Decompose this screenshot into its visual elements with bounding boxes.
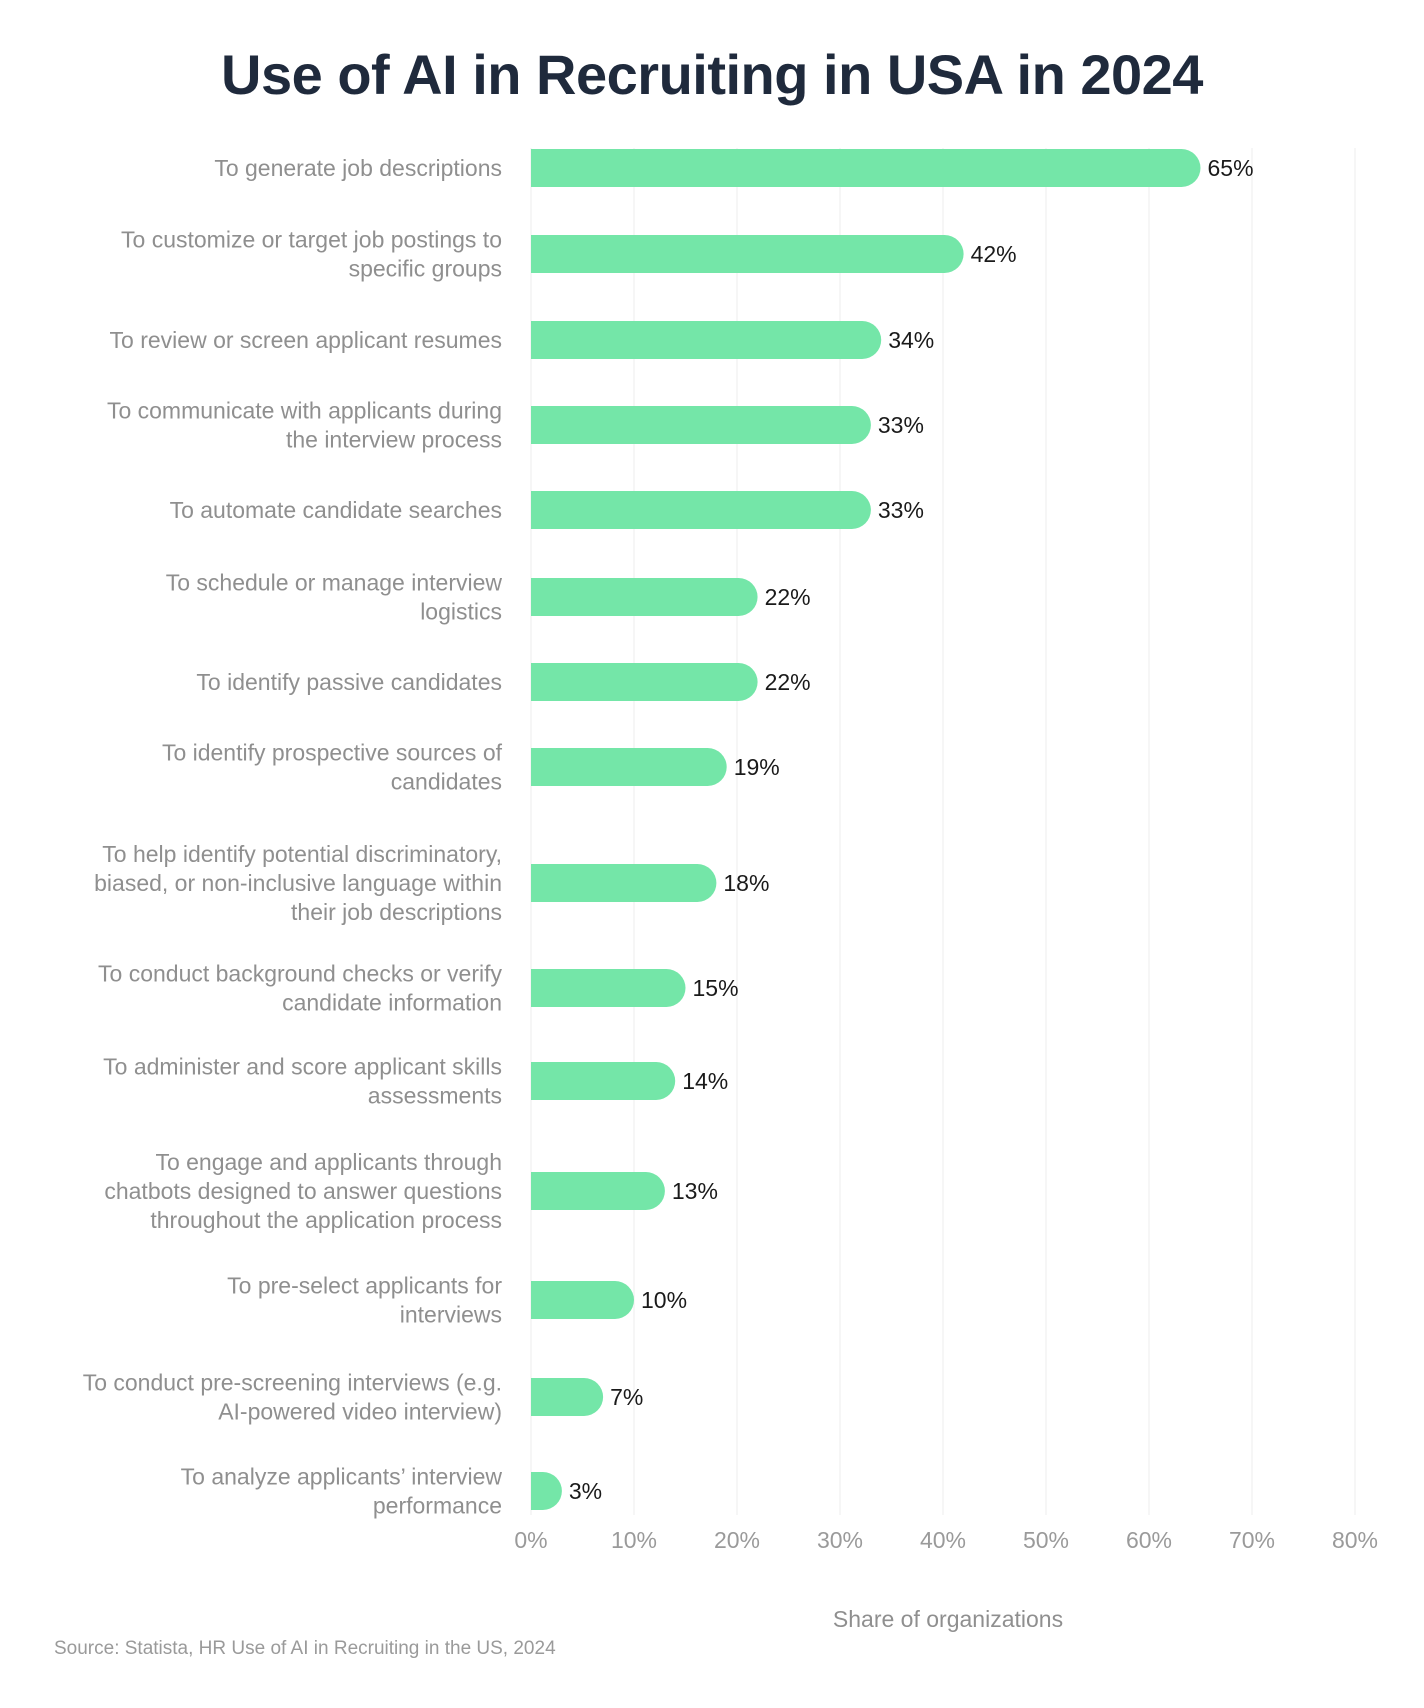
category-label-line: biased, or non-inclusive language within — [94, 870, 502, 896]
x-tick-label: 20% — [714, 1527, 760, 1553]
bar-value-label: 22% — [765, 669, 811, 695]
bar — [531, 1062, 676, 1100]
category-label-line: To customize or target job postings to — [121, 227, 502, 253]
x-tick-label: 10% — [611, 1527, 657, 1553]
bar-value-label: 42% — [971, 241, 1017, 267]
category-label-line: To engage and applicants through — [155, 1149, 502, 1175]
category-label-line: To schedule or manage interview — [166, 570, 503, 596]
bar — [531, 235, 964, 273]
bars — [531, 149, 1201, 1510]
category-label-line: their job descriptions — [291, 899, 502, 925]
bar-value-label: 3% — [569, 1478, 602, 1504]
category-label: To conduct pre-screening interviews (e.g… — [83, 1370, 502, 1425]
category-label-line: AI-powered video interview) — [218, 1399, 502, 1425]
bar — [531, 969, 686, 1007]
category-label-line: To help identify potential discriminator… — [102, 841, 502, 867]
x-tick-label: 80% — [1332, 1527, 1378, 1553]
chart-title: Use of AI in Recruiting in USA in 2024 — [221, 43, 1203, 106]
category-label-line: throughout the application process — [150, 1207, 502, 1233]
category-label: To review or screen applicant resumes — [110, 327, 502, 353]
category-label-line: To communicate with applicants during — [107, 398, 502, 424]
category-label-line: To automate candidate searches — [170, 497, 502, 523]
category-label-line: To generate job descriptions — [214, 155, 502, 181]
bar-value-label: 33% — [878, 497, 924, 523]
category-label: To identify passive candidates — [196, 669, 502, 695]
category-label-line: the interview process — [286, 427, 502, 453]
bar — [531, 864, 717, 902]
x-axis-title: Share of organizations — [833, 1606, 1063, 1632]
category-label: To automate candidate searches — [170, 497, 502, 523]
category-label-line: To administer and score applicant skills — [103, 1054, 502, 1080]
bar — [531, 748, 727, 786]
category-label-line: To review or screen applicant resumes — [110, 327, 502, 353]
category-label-line: chatbots designed to answer questions — [104, 1178, 502, 1204]
category-label: To customize or target job postings to sp… — [121, 227, 502, 282]
bar-value-label: 10% — [641, 1287, 687, 1313]
bar — [531, 321, 882, 359]
category-label: To identify prospective sources of candid… — [162, 740, 503, 795]
x-tick-label: 50% — [1023, 1527, 1069, 1553]
category-label: To engage and applicants through chatbots… — [104, 1149, 502, 1233]
value-labels: 65% 42% 34% 33% 33% 22% 22% 19% 18% 15% 14% 13% 10% 7… — [569, 155, 1254, 1504]
bar — [531, 1472, 562, 1510]
grid-lines — [530, 148, 1356, 1515]
category-label-line: To analyze applicants’ interview — [181, 1464, 503, 1490]
category-label-line: specific groups — [349, 256, 502, 282]
bar-value-label: 22% — [765, 584, 811, 610]
x-axis-ticks: 0% 10% 20% 30% 40% 50% 60% 70% 80% — [514, 1527, 1378, 1553]
bar-value-label: 34% — [888, 327, 934, 353]
category-label-line: interviews — [400, 1302, 502, 1328]
category-label-line: candidate information — [282, 990, 502, 1016]
category-label: To communicate with applicants during the… — [107, 398, 502, 453]
category-label: To administer and score applicant skills… — [103, 1054, 502, 1109]
x-tick-label: 40% — [920, 1527, 966, 1553]
bar-value-label: 33% — [878, 412, 924, 438]
category-label: To generate job descriptions — [214, 155, 502, 181]
bar-value-label: 14% — [682, 1068, 728, 1094]
category-label-line: assessments — [368, 1083, 502, 1109]
bar — [531, 663, 758, 701]
bar-value-label: 7% — [610, 1384, 643, 1410]
category-label-line: To identify passive candidates — [196, 669, 502, 695]
bar-value-label: 18% — [723, 870, 769, 896]
category-label: To pre-select applicants for interviews — [227, 1273, 502, 1328]
category-label-line: To conduct background checks or verify — [98, 961, 502, 987]
bar — [531, 1378, 604, 1416]
bar — [531, 149, 1201, 187]
x-tick-label: 70% — [1229, 1527, 1275, 1553]
category-label-line: candidates — [391, 769, 502, 795]
bar — [531, 406, 871, 444]
bar-value-label: 19% — [734, 754, 780, 780]
category-label: To help identify potential discriminator… — [94, 841, 502, 925]
x-tick-label: 0% — [514, 1527, 547, 1553]
x-tick-label: 60% — [1126, 1527, 1172, 1553]
category-label: To analyze applicants’ interview performa… — [181, 1464, 503, 1519]
category-label-line: To pre-select applicants for — [227, 1273, 502, 1299]
bar-value-label: 13% — [672, 1178, 718, 1204]
category-label: To conduct background checks or verify ca… — [98, 961, 502, 1016]
bar — [531, 491, 871, 529]
category-label-line: performance — [373, 1493, 502, 1519]
bar — [531, 578, 758, 616]
category-label-line: To conduct pre-screening interviews (e.g… — [83, 1370, 502, 1396]
bar-value-label: 15% — [693, 975, 739, 1001]
x-tick-label: 30% — [817, 1527, 863, 1553]
bar-value-label: 65% — [1208, 155, 1254, 181]
category-labels: To generate job descriptions To customize… — [83, 155, 503, 1519]
category-label: To schedule or manage interview logistics — [166, 570, 503, 625]
source-note: Source: Statista, HR Use of AI in Recrui… — [54, 1638, 556, 1659]
category-label-line: To identify prospective sources of — [162, 740, 503, 766]
category-label-line: logistics — [420, 599, 502, 625]
bar — [531, 1281, 634, 1319]
bar — [531, 1172, 665, 1210]
